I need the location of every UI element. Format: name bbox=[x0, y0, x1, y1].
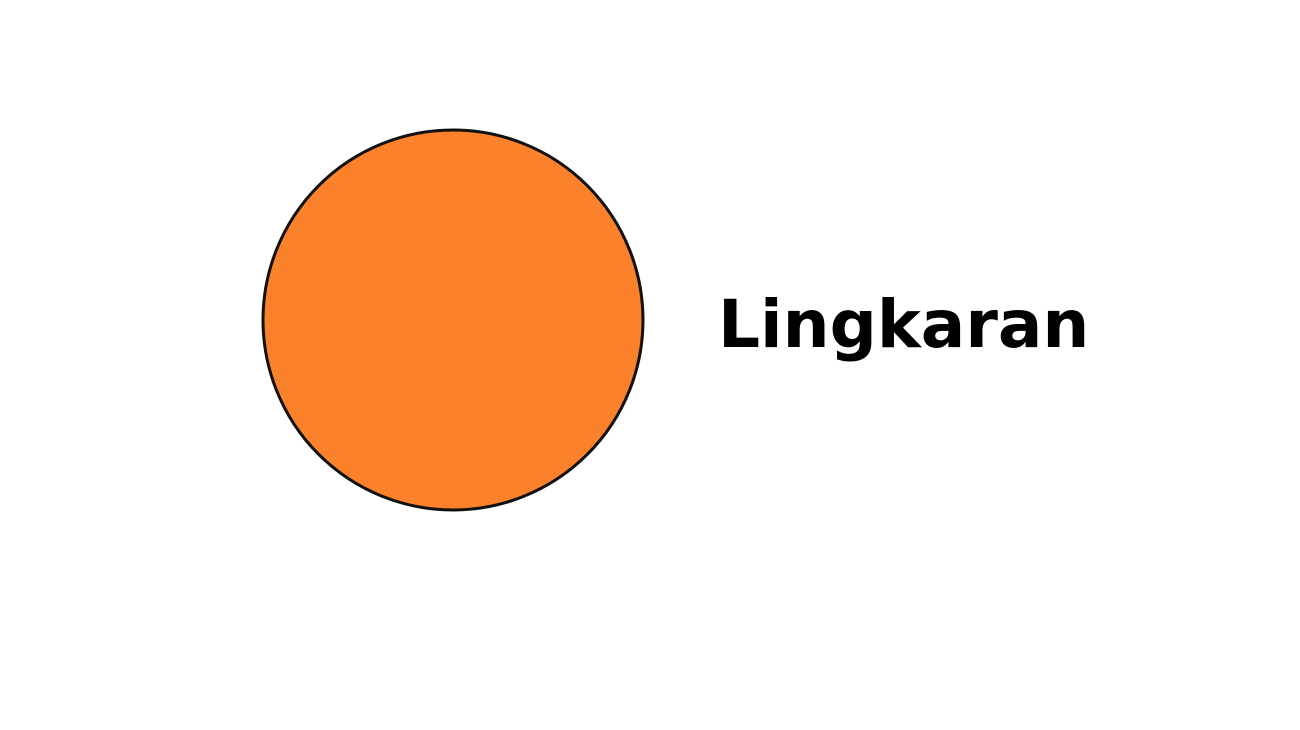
shape-label: Lingkaran bbox=[718, 286, 1090, 363]
orange-circle-shape bbox=[261, 128, 645, 512]
